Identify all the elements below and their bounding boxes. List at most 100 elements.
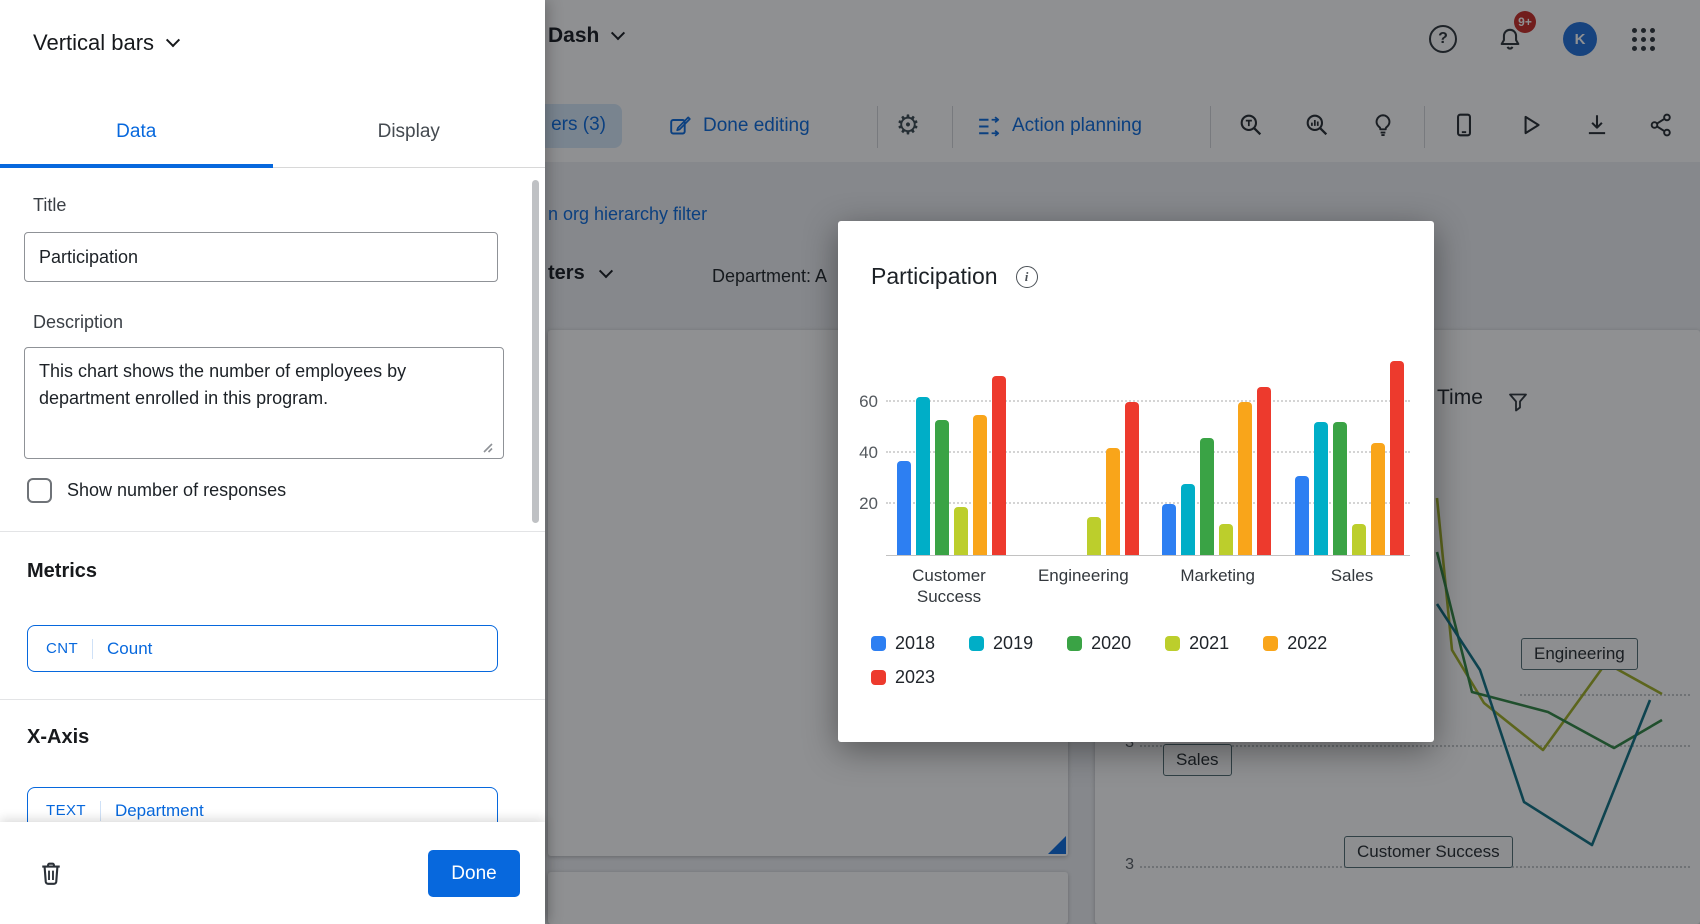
series-label-sales: Sales [1163, 744, 1232, 776]
series-label-engineering: Engineering [1521, 638, 1638, 670]
bar-2023[interactable] [1389, 361, 1404, 555]
bar-2023[interactable] [1124, 402, 1139, 555]
toolbar-divider [1210, 106, 1211, 148]
bar-2022[interactable] [1238, 402, 1253, 555]
department-filter[interactable]: Department: A [712, 266, 828, 286]
help-button[interactable]: ? [1421, 17, 1465, 61]
done-button[interactable]: Done [428, 850, 520, 897]
x-axis-category-label: Marketing [1180, 566, 1255, 585]
legend-item-2023[interactable]: 2023 [871, 667, 935, 688]
legend-item-2019[interactable]: 2019 [969, 633, 1033, 654]
panel-footer: Done [0, 822, 545, 924]
settings-button[interactable]: ⚙ [886, 103, 930, 147]
widget-type-dropdown[interactable]: Vertical bars [33, 30, 181, 56]
metric-type-badge: CNT [46, 640, 79, 657]
download-icon [1588, 115, 1606, 135]
toolbar-divider [1424, 106, 1425, 148]
legend-label: 2019 [993, 633, 1034, 653]
bar-2021[interactable] [1086, 517, 1101, 555]
mobile-preview-button[interactable] [1442, 103, 1486, 147]
time-widget-filter-button[interactable] [1496, 380, 1540, 424]
widget-type-label: Vertical bars [33, 30, 155, 55]
x-axis-category-label: Customer Success [912, 566, 986, 607]
show-responses-checkbox[interactable] [27, 478, 52, 503]
bar-2022[interactable] [973, 415, 987, 555]
tab-display[interactable]: Display [377, 120, 440, 142]
org-hierarchy-filter-link[interactable]: n org hierarchy filter [548, 204, 708, 224]
bar-2023[interactable] [992, 376, 1006, 555]
apps-menu-button[interactable] [1621, 17, 1665, 61]
bar-2019[interactable] [1313, 422, 1328, 555]
share-icon [1650, 113, 1671, 137]
x-axis-chip-label: Department [114, 800, 204, 820]
legend-item-2021[interactable]: 2021 [1165, 633, 1229, 654]
section-divider [0, 531, 545, 532]
share-button[interactable] [1639, 103, 1683, 147]
action-planning-label: Action planning [1012, 115, 1142, 136]
insights-button[interactable] [1361, 103, 1405, 147]
bar-2019[interactable] [916, 397, 930, 555]
legend-swatch [1067, 636, 1083, 651]
legend-item-2018[interactable]: 2018 [871, 633, 935, 654]
bar-2018[interactable] [1294, 476, 1309, 555]
metric-chip-count[interactable]: CNT Count [27, 625, 498, 672]
bar-2023[interactable] [1257, 387, 1272, 555]
series-label-customer-success: Customer Success [1344, 836, 1513, 868]
info-icon[interactable]: i [1015, 265, 1038, 288]
chart-preview-modal: Participation i 20 40 60 Customer Success E… [838, 221, 1434, 742]
bar-2022[interactable] [1370, 443, 1385, 555]
gridline [886, 400, 1410, 402]
lower-widget[interactable] [548, 872, 1068, 924]
bar-2021[interactable] [1351, 524, 1366, 555]
show-responses-option[interactable]: Show number of responses [27, 478, 286, 503]
text-iq-button[interactable] [1229, 103, 1273, 147]
delete-widget-button[interactable] [32, 854, 70, 892]
y-tick-label: 60 [859, 392, 878, 411]
panel-scrollbar[interactable] [532, 180, 539, 523]
field-type-badge: TEXT [46, 802, 86, 819]
legend-swatch [1263, 636, 1279, 651]
bar-chart-grid: 20 40 60 [859, 351, 1410, 555]
title-input[interactable] [24, 232, 498, 282]
present-button[interactable] [1509, 103, 1553, 147]
help-icon: ? [1429, 25, 1457, 53]
bar-2020[interactable] [1332, 422, 1347, 555]
chip-separator [92, 638, 94, 659]
legend-swatch [969, 636, 985, 651]
action-planning-button[interactable]: Action planning [976, 104, 1142, 148]
notifications-button[interactable]: 9+ [1488, 11, 1536, 61]
account-button[interactable]: K [1558, 17, 1602, 61]
legend-swatch [1165, 636, 1181, 651]
stats-iq-button[interactable] [1295, 103, 1339, 147]
legend-item-2020[interactable]: 2020 [1067, 633, 1131, 654]
filters-dropdown[interactable]: ters [548, 262, 613, 285]
notification-badge: 9+ [1514, 11, 1536, 33]
show-responses-label: Show number of responses [67, 480, 287, 500]
bar-2020[interactable] [1200, 438, 1215, 555]
description-textarea[interactable]: This chart shows the number of employees… [24, 347, 504, 459]
dashboard-name-dropdown[interactable]: Dash [548, 24, 626, 48]
toolbar-divider [952, 106, 953, 148]
time-gridline [1140, 745, 1690, 747]
lightbulb-icon [1375, 114, 1391, 136]
legend-item-2022[interactable]: 2022 [1263, 633, 1327, 654]
time-y-tick: 3 [1125, 856, 1134, 873]
bar-2021[interactable] [954, 507, 968, 555]
bar-2022[interactable] [1105, 448, 1120, 555]
gear-icon: ⚙ [895, 109, 921, 140]
widget-resize-handle[interactable] [1048, 836, 1066, 854]
bar-2020[interactable] [935, 420, 949, 555]
bar-2018[interactable] [1162, 504, 1177, 555]
chip-separator [99, 800, 101, 821]
metrics-heading: Metrics [27, 560, 98, 582]
bar-2019[interactable] [1181, 484, 1196, 555]
bar-2021[interactable] [1219, 524, 1234, 555]
modal-title-row: Participation i [871, 263, 1038, 290]
done-editing-button[interactable]: Done editing [668, 104, 810, 148]
metric-chip-label: Count [107, 638, 153, 658]
widget-edit-panel: Vertical bars Data Display Title Descrip… [0, 0, 545, 924]
bar-2018[interactable] [897, 461, 911, 555]
y-tick-label: 40 [859, 443, 878, 462]
export-button[interactable] [1575, 103, 1619, 147]
tab-data[interactable]: Data [0, 96, 273, 168]
